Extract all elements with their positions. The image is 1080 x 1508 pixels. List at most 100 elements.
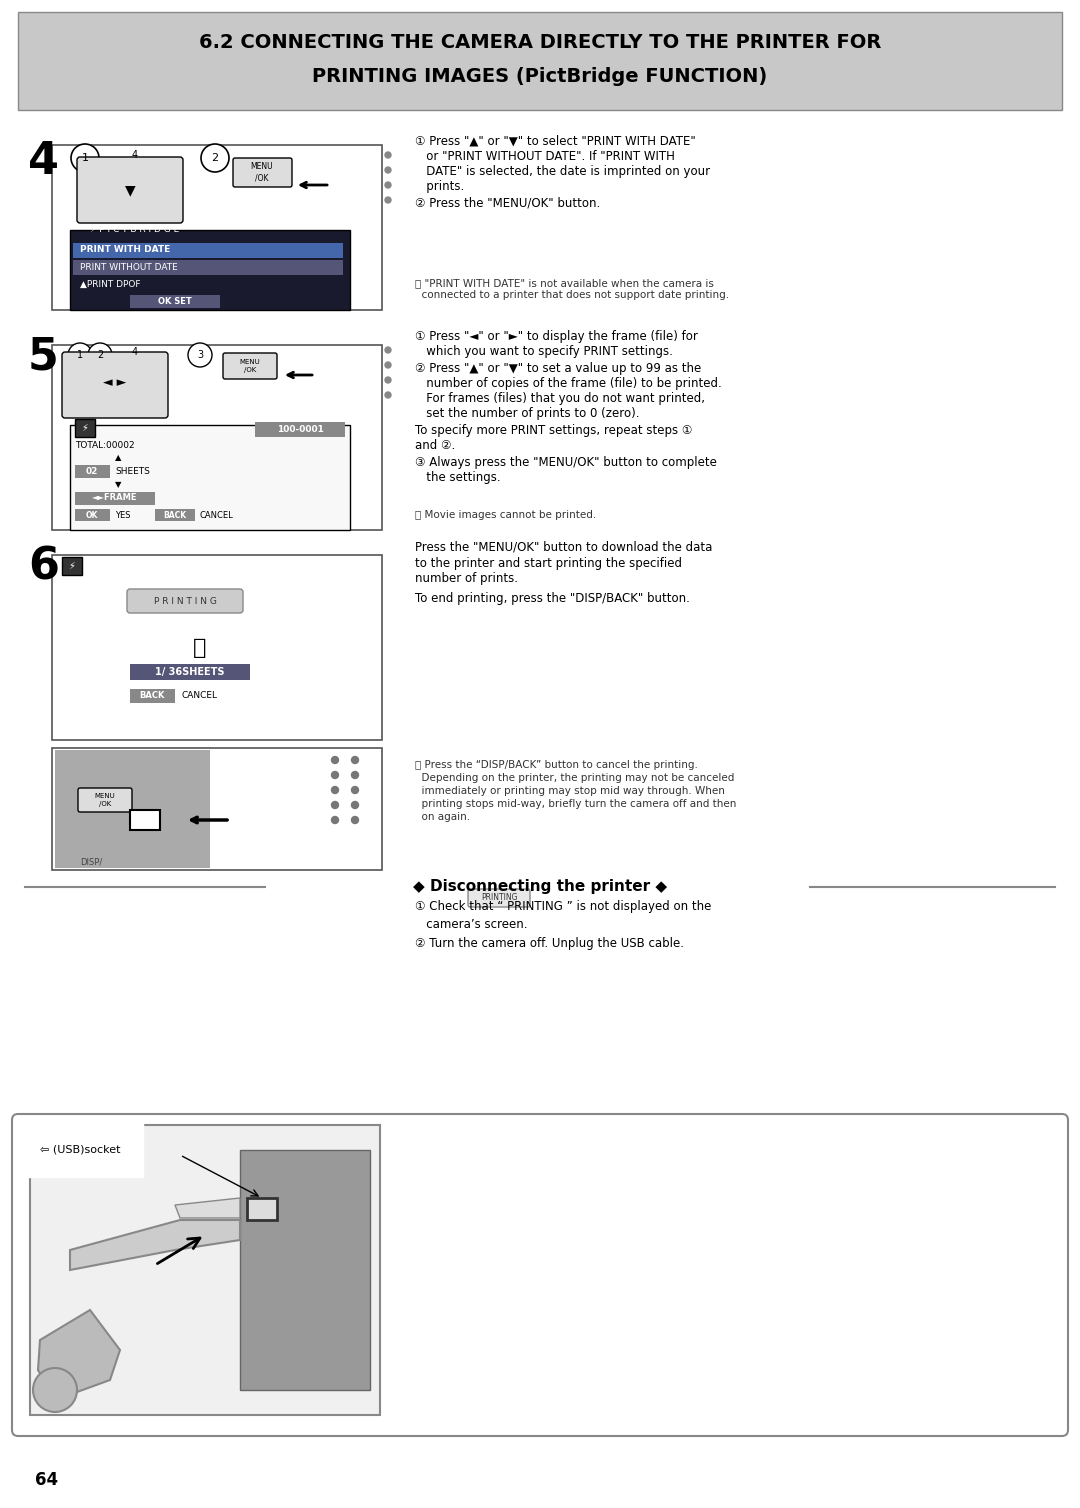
FancyBboxPatch shape	[78, 789, 132, 811]
Circle shape	[384, 347, 391, 353]
Text: 4: 4	[132, 149, 138, 160]
Polygon shape	[70, 1220, 240, 1270]
FancyBboxPatch shape	[12, 1114, 1068, 1436]
Circle shape	[351, 816, 359, 823]
Circle shape	[68, 342, 92, 366]
Text: YES: YES	[114, 511, 131, 519]
Text: OK: OK	[85, 511, 98, 519]
Text: TOTAL:00002: TOTAL:00002	[75, 440, 135, 449]
Circle shape	[384, 152, 391, 158]
Text: 1: 1	[77, 350, 83, 360]
Text: OK SET: OK SET	[158, 297, 192, 306]
Text: the settings.: the settings.	[415, 470, 501, 484]
Text: ▲PRINT DPOF: ▲PRINT DPOF	[80, 279, 140, 288]
Text: ◄►FRAME: ◄►FRAME	[92, 493, 138, 502]
Text: ① Press "▲" or "▼" to select "PRINT WITH DATE": ① Press "▲" or "▼" to select "PRINT WITH…	[415, 136, 696, 148]
FancyBboxPatch shape	[247, 1197, 276, 1220]
FancyBboxPatch shape	[73, 259, 343, 274]
FancyBboxPatch shape	[77, 157, 183, 223]
Text: 5: 5	[28, 335, 59, 379]
FancyBboxPatch shape	[75, 492, 156, 505]
Text: For frames (files) that you do not want printed,: For frames (files) that you do not want …	[415, 392, 705, 406]
Text: ◆ Disconnecting the printer ◆: ◆ Disconnecting the printer ◆	[413, 879, 667, 894]
Text: prints.: prints.	[415, 179, 464, 193]
Circle shape	[384, 377, 391, 383]
Text: set the number of prints to 0 (zero).: set the number of prints to 0 (zero).	[415, 407, 639, 421]
Text: ① Check that “ PRINTING ” is not displayed on the: ① Check that “ PRINTING ” is not display…	[415, 900, 712, 912]
Circle shape	[384, 362, 391, 368]
Text: BACK: BACK	[139, 692, 164, 701]
FancyBboxPatch shape	[70, 425, 350, 529]
Text: 6: 6	[28, 544, 59, 588]
Text: ⇦ (USB)socket: ⇦ (USB)socket	[40, 1145, 121, 1155]
Text: or "PRINT WITHOUT DATE". If "PRINT WITH: or "PRINT WITHOUT DATE". If "PRINT WITH	[415, 149, 675, 163]
Circle shape	[332, 816, 338, 823]
Text: Press the "MENU/OK" button to download the data: Press the "MENU/OK" button to download t…	[415, 540, 713, 553]
Text: ② Press "▲" or "▼" to set a value up to 99 as the: ② Press "▲" or "▼" to set a value up to …	[415, 362, 701, 375]
Text: ⚡: ⚡	[82, 424, 89, 433]
Text: PRINT WITH DATE: PRINT WITH DATE	[80, 246, 171, 255]
Text: To end printing, press the "DISP/BACK" button.: To end printing, press the "DISP/BACK" b…	[415, 593, 690, 605]
FancyBboxPatch shape	[130, 296, 220, 308]
FancyBboxPatch shape	[30, 1125, 380, 1415]
FancyBboxPatch shape	[75, 419, 95, 437]
Text: MENU
/OK: MENU /OK	[251, 161, 273, 182]
Text: PRINTING IMAGES (PictBridge FUNCTION): PRINTING IMAGES (PictBridge FUNCTION)	[312, 66, 768, 86]
Circle shape	[384, 198, 391, 204]
FancyBboxPatch shape	[73, 243, 343, 258]
FancyBboxPatch shape	[130, 664, 249, 680]
Text: ① Press "◄" or "►" to display the frame (file) for: ① Press "◄" or "►" to display the frame …	[415, 330, 698, 342]
Text: DISP/: DISP/	[80, 858, 103, 867]
FancyBboxPatch shape	[52, 145, 382, 311]
Circle shape	[71, 143, 99, 172]
FancyBboxPatch shape	[222, 353, 276, 379]
Text: ② Press the "MENU/OK" button.: ② Press the "MENU/OK" button.	[415, 198, 600, 210]
Text: which you want to specify PRINT settings.: which you want to specify PRINT settings…	[415, 345, 673, 357]
FancyBboxPatch shape	[255, 422, 345, 437]
FancyBboxPatch shape	[75, 464, 110, 478]
Text: BACK: BACK	[163, 511, 187, 519]
Text: PRINT WITHOUT DATE: PRINT WITHOUT DATE	[80, 262, 178, 271]
Text: 6.2 CONNECTING THE CAMERA DIRECTLY TO THE PRINTER FOR: 6.2 CONNECTING THE CAMERA DIRECTLY TO TH…	[199, 33, 881, 51]
FancyBboxPatch shape	[233, 158, 292, 187]
Text: 2: 2	[212, 152, 218, 163]
Text: ⚡: ⚡	[68, 561, 76, 572]
Text: ▲: ▲	[114, 454, 121, 463]
FancyBboxPatch shape	[468, 890, 530, 906]
FancyBboxPatch shape	[52, 748, 382, 870]
Text: 2: 2	[97, 350, 103, 360]
Text: ③ Always press the "MENU/OK" button to complete: ③ Always press the "MENU/OK" button to c…	[415, 455, 717, 469]
Text: 3: 3	[197, 350, 203, 360]
Text: PRINTING: PRINTING	[481, 894, 517, 902]
Text: immediately or printing may stop mid way through. When: immediately or printing may stop mid way…	[415, 786, 725, 796]
Circle shape	[351, 757, 359, 763]
Text: to the printer and start printing the specified: to the printer and start printing the sp…	[415, 556, 681, 570]
Text: camera’s screen.: camera’s screen.	[415, 918, 527, 930]
Text: and ②.: and ②.	[415, 439, 456, 452]
Text: ⌛: ⌛	[193, 638, 206, 657]
FancyBboxPatch shape	[127, 590, 243, 612]
Circle shape	[201, 143, 229, 172]
Text: 4: 4	[28, 140, 59, 182]
Circle shape	[384, 392, 391, 398]
Text: To specify more PRINT settings, repeat steps ①: To specify more PRINT settings, repeat s…	[415, 424, 692, 437]
Text: Depending on the printer, the printing may not be canceled: Depending on the printer, the printing m…	[415, 774, 734, 783]
Circle shape	[351, 787, 359, 793]
Text: ⚡ P I C T B R I D G E: ⚡ P I C T B R I D G E	[90, 225, 179, 234]
Text: P R I N T I N G: P R I N T I N G	[153, 597, 216, 606]
Text: 02: 02	[85, 466, 98, 475]
Text: ▼: ▼	[114, 481, 121, 490]
FancyBboxPatch shape	[62, 556, 82, 575]
FancyBboxPatch shape	[70, 231, 350, 311]
Circle shape	[332, 757, 338, 763]
FancyBboxPatch shape	[55, 749, 210, 869]
Text: DATE" is selected, the date is imprinted on your: DATE" is selected, the date is imprinted…	[415, 164, 711, 178]
Text: SHEETS: SHEETS	[114, 466, 150, 475]
Text: ⓘ Movie images cannot be printed.: ⓘ Movie images cannot be printed.	[415, 510, 596, 520]
Text: number of prints.: number of prints.	[415, 572, 518, 585]
FancyBboxPatch shape	[52, 555, 382, 740]
Text: ◄ ►: ◄ ►	[104, 377, 126, 389]
Text: 4: 4	[132, 347, 138, 357]
Circle shape	[351, 801, 359, 808]
Circle shape	[332, 772, 338, 778]
